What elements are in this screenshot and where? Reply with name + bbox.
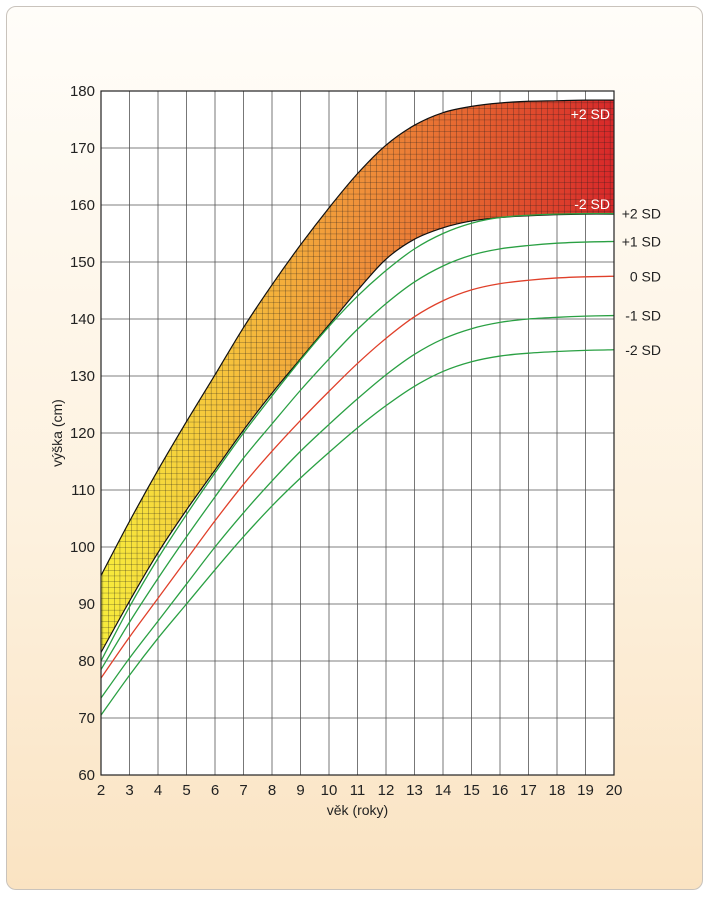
x-tick-label: 11 — [350, 782, 366, 799]
y-tick-label: 140 — [70, 311, 95, 328]
y-tick-label: 70 — [78, 710, 95, 727]
sd-band-upper-edge — [100, 99, 615, 576]
x-tick-label: 6 — [211, 782, 219, 799]
y-tick-label: 90 — [78, 596, 95, 613]
series-line — [101, 275, 614, 679]
x-tick-label: 14 — [435, 782, 452, 799]
x-tick-label: 17 — [520, 782, 537, 799]
x-tick-label: 4 — [154, 782, 162, 799]
series-label: +1 SD — [622, 233, 661, 249]
x-tick-label: 8 — [268, 782, 276, 799]
y-tick-label: 170 — [70, 140, 95, 157]
series-label: -2 SD — [625, 342, 661, 358]
sd-band-hatch — [101, 100, 614, 653]
axes — [100, 90, 615, 776]
x-tick-label: 13 — [406, 782, 423, 799]
band-upper-label: +2 SD — [571, 106, 610, 122]
x-tick-label: 19 — [577, 782, 594, 799]
x-tick-label: 7 — [239, 782, 247, 799]
x-tick-label: 18 — [549, 782, 566, 799]
x-tick-label: 9 — [296, 782, 304, 799]
y-tick-label: 100 — [70, 539, 95, 556]
x-tick-label: 16 — [492, 782, 509, 799]
y-tick-label: 120 — [70, 425, 95, 442]
y-tick-label: 150 — [70, 254, 95, 271]
sd-lines — [101, 212, 614, 716]
band-lower-label: -2 SD — [574, 196, 610, 212]
x-axis-title: věk (roky) — [327, 802, 388, 818]
series-line — [101, 314, 614, 699]
x-tick-label: 15 — [463, 782, 480, 799]
x-tick-label: 10 — [321, 782, 338, 799]
x-tick-label: 2 — [97, 782, 105, 799]
x-tick-label: 12 — [378, 782, 395, 799]
y-tick-label: 80 — [78, 653, 95, 670]
series-line — [101, 349, 614, 716]
series-label: 0 SD — [630, 268, 661, 284]
series-line — [101, 212, 614, 662]
x-tick-label: 3 — [125, 782, 133, 799]
y-tick-label: 60 — [78, 767, 95, 784]
y-tick-label: 110 — [71, 482, 95, 499]
series-line — [101, 240, 614, 670]
plot-border — [100, 90, 615, 776]
y-tick-label: 130 — [70, 368, 95, 385]
y-tick-label: 180 — [70, 83, 95, 100]
y-tick-label: 160 — [70, 197, 95, 214]
x-tick-label: 20 — [606, 782, 623, 799]
labels: +2 SD +1 SD 0 SD -1 SD -2 SD +2 SD -2 SD 2 3 4 5 6 7… — [49, 83, 661, 818]
series-label: -1 SD — [625, 308, 661, 324]
y-axis-title: výška (cm) — [49, 399, 65, 467]
x-tick-label: 5 — [182, 782, 190, 799]
series-label: +2 SD — [622, 206, 661, 222]
